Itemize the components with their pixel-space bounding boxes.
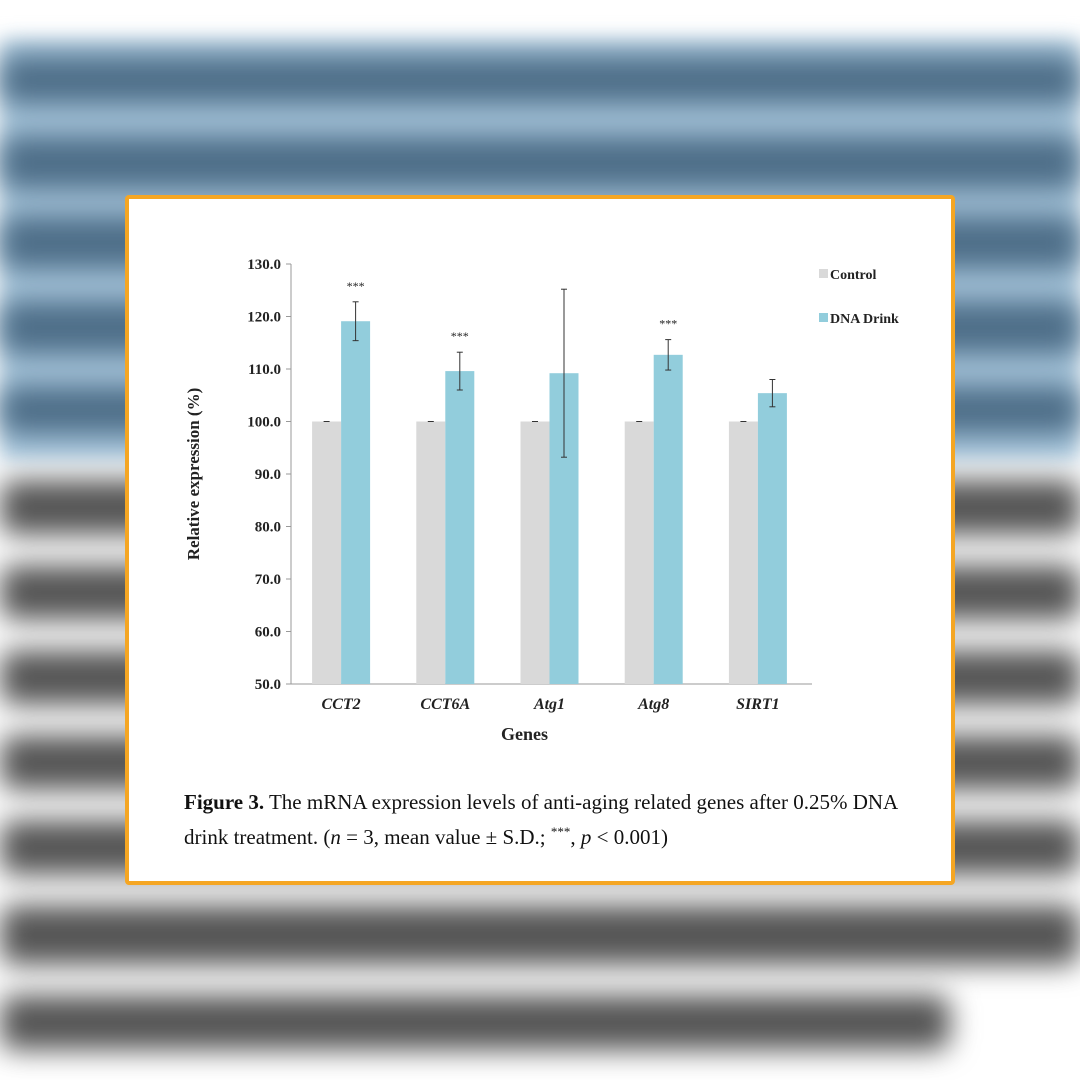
significance-marker: *** <box>659 317 677 331</box>
bar-control <box>624 421 654 684</box>
y-tick-label: 90.0 <box>255 467 281 483</box>
x-axis-label: Genes <box>501 724 548 744</box>
y-tick-label: 100.0 <box>247 415 281 431</box>
x-tick-label: Atg8 <box>637 696 669 713</box>
caption-n: n <box>330 825 341 849</box>
x-tick-label: Atg1 <box>533 696 565 713</box>
bar-dna-drink <box>341 321 371 684</box>
y-axis-label: Relative expression (%) <box>184 388 203 561</box>
bar-control <box>728 421 758 684</box>
caption-text: = 3, mean value ± S.D.; <box>340 825 551 849</box>
significance-marker: *** <box>347 279 365 293</box>
significance-marker: *** <box>451 329 469 343</box>
x-tick-label: CCT6A <box>420 696 470 713</box>
bar-control <box>520 421 550 684</box>
y-tick-label: 80.0 <box>255 520 281 536</box>
legend-label: Control <box>830 268 877 283</box>
bar-control <box>312 421 342 684</box>
y-tick-label: 120.0 <box>247 310 281 326</box>
legend-label: DNA Drink <box>830 312 899 327</box>
y-tick-label: 60.0 <box>255 625 281 641</box>
bar-dna-drink <box>445 371 475 684</box>
caption-p: p <box>580 825 592 849</box>
y-tick-label: 70.0 <box>255 572 281 588</box>
figure-caption: Figure 3. The mRNA expression levels of … <box>184 787 944 852</box>
figure-card: 130.0 120.0 110.0 100.0 90.0 80.0 70.0 60.0 50.0… <box>125 195 955 885</box>
legend-swatch <box>819 269 828 278</box>
y-tick-label: 130.0 <box>247 257 281 273</box>
caption-text: < 0.001) <box>591 825 668 849</box>
y-tick-label: 110.0 <box>248 362 281 378</box>
legend-swatch <box>819 313 828 322</box>
caption-stars: *** <box>550 824 571 839</box>
caption-label: Figure 3. <box>184 790 265 814</box>
x-tick-label: SIRT1 <box>736 696 780 713</box>
x-tick-label: CCT2 <box>322 696 361 713</box>
y-tick-label: 50.0 <box>255 677 281 693</box>
bar-control <box>416 421 446 684</box>
caption-text: The mRNA expression levels of anti-aging… <box>184 790 898 849</box>
bar-dna-drink <box>757 393 787 684</box>
bar-chart: 130.0 120.0 110.0 100.0 90.0 80.0 70.0 60.0 50.0… <box>184 257 899 744</box>
caption-text: , <box>570 825 581 849</box>
bar-dna-drink <box>653 354 683 684</box>
